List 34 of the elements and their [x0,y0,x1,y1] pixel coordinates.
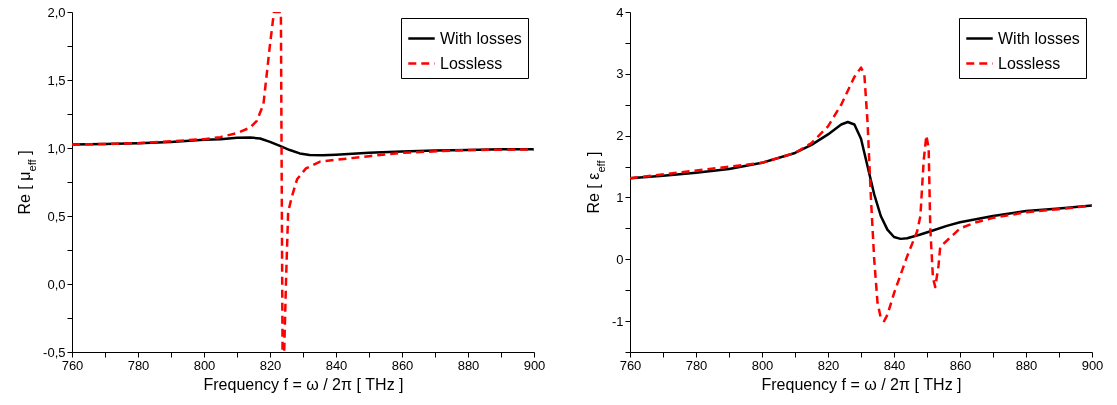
x-tick-label: 840 [883,357,906,373]
x-tick-label: 820 [817,357,840,373]
y-tick-label: 0 [616,251,624,267]
x-tick-label: 880 [1015,357,1038,373]
x-tick-label: 820 [259,357,282,373]
x-axis-title: Frequency f = ω / 2π [ THz ] [761,375,962,393]
y-tick-label: 4 [616,4,624,20]
y-tick-label: 2,0 [47,4,66,20]
y-tick-label: 2 [616,128,624,144]
x-tick-label: 880 [457,357,480,373]
y-tick-label: 1,0 [47,140,66,156]
legend-label: With losses [440,29,522,47]
y-tick-label: -0,5 [43,344,66,360]
x-tick-label: 780 [127,357,150,373]
x-tick-label: 860 [949,357,972,373]
y-tick-label: 0,0 [47,276,66,292]
x-axis-title: Frequency f = ω / 2π [ THz ] [203,375,404,393]
y-tick-label: -1 [611,313,624,329]
x-tick-label: 800 [751,357,774,373]
x-tick-label: 760 [61,357,84,373]
legend-label: With losses [998,29,1080,47]
x-tick-label: 840 [325,357,348,373]
y-tick-label: 1 [616,189,624,205]
x-tick-label: 800 [193,357,216,373]
legend-label: Lossless [440,54,503,72]
x-tick-label: 900 [1081,357,1104,373]
y-tick-label: 1,5 [47,72,66,88]
y-tick-label: 3 [616,66,624,82]
y-tick-label: 0,5 [47,208,66,224]
x-tick-label: 780 [685,357,708,373]
legend-label: Lossless [998,54,1061,72]
x-tick-label: 860 [391,357,414,373]
x-tick-label: 760 [619,357,642,373]
x-tick-label: 900 [523,357,546,373]
